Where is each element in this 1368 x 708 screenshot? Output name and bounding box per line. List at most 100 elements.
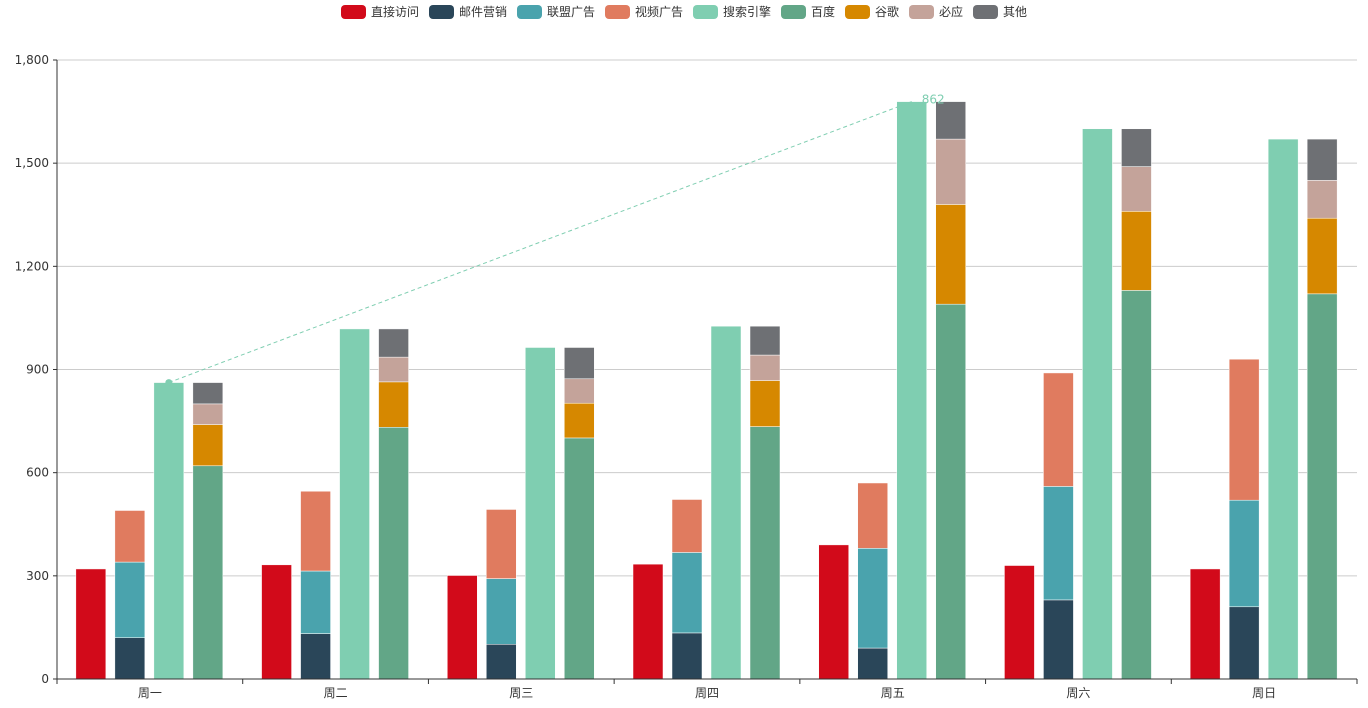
bar-segment (564, 347, 595, 380)
legend-swatch (605, 5, 630, 19)
bar-segment (935, 138, 966, 205)
bar-segment (1121, 166, 1152, 212)
bar-segment (857, 482, 888, 549)
bar-segment (749, 426, 781, 680)
bar-segment (114, 637, 146, 680)
x-tick-label: 周一 (138, 686, 162, 700)
legend-label: 联盟广告 (547, 5, 595, 19)
bar-segment (857, 647, 888, 680)
legend-item: 搜索引擎 (693, 4, 771, 19)
legend-item: 邮件营销 (429, 5, 507, 19)
bar-segment (935, 101, 966, 140)
bar-segment (1189, 568, 1221, 680)
legend-label: 百度 (811, 4, 835, 19)
bar-segment (1082, 128, 1113, 680)
bar-segment (1121, 211, 1152, 291)
x-tick-label: 周四 (695, 686, 719, 700)
legend-swatch (341, 5, 366, 19)
bar-segment (1043, 599, 1074, 680)
bar-segment (192, 465, 224, 680)
legend-item: 必应 (909, 4, 963, 19)
bar-segment (1306, 138, 1338, 181)
y-tick-label: 1,800 (15, 53, 49, 67)
bar-segment (1121, 128, 1152, 167)
bar-segment (192, 382, 224, 405)
bar-segment (1004, 565, 1035, 680)
legend-label: 直接访问 (371, 4, 419, 19)
bar-segment (1267, 138, 1299, 680)
bar-segment (749, 380, 781, 427)
bar-segment (1043, 372, 1074, 487)
legend-swatch (781, 5, 806, 19)
y-tick-label: 900 (26, 363, 49, 377)
legend-label: 谷歌 (875, 4, 899, 19)
mark-line-start-point (165, 379, 173, 387)
bar-segment (671, 632, 703, 680)
legend-label: 视频广告 (635, 4, 683, 19)
bar-segment (896, 101, 927, 680)
bar-segment (935, 303, 966, 680)
y-tick-label: 300 (26, 569, 49, 583)
legend-item: 联盟广告 (517, 5, 595, 19)
bar-segment (192, 424, 224, 467)
x-tick-label: 周日 (1252, 686, 1276, 700)
bar-segment (300, 570, 331, 634)
legend-label: 邮件营销 (459, 5, 507, 19)
legend-item: 谷歌 (845, 4, 899, 19)
bar-segment (671, 552, 703, 634)
legend-label: 其他 (1003, 5, 1027, 19)
bar-segment (525, 347, 556, 680)
bar-segment (1043, 486, 1074, 601)
bar-segment (486, 578, 517, 645)
legend-swatch (693, 5, 718, 19)
x-tick-label: 周六 (1066, 686, 1090, 700)
bar-segment (710, 325, 742, 680)
bar-segment (378, 381, 409, 428)
bar-segment (378, 356, 409, 383)
bar-segment (1306, 180, 1338, 219)
legend-item: 其他 (973, 5, 1027, 19)
bar-segment (192, 403, 224, 425)
bar-segment (564, 437, 595, 680)
bar-segment (671, 499, 703, 553)
y-tick-label: 1,200 (15, 259, 49, 273)
legend: 直接访问 邮件营销 联盟广告 视频广告 搜索引擎 百度 谷歌 必应 其他 (341, 4, 1027, 19)
legend-swatch (909, 5, 934, 19)
bar-segment (153, 382, 185, 680)
mark-line-path (168, 101, 912, 384)
legend-item: 视频广告 (605, 4, 683, 19)
x-tick-label: 周五 (881, 686, 905, 700)
axes: 0 300 600 900 1,200 1,500 1,800 周一 周二 周三 周四 周五 周六 周日 (15, 53, 1358, 700)
bar-segment (378, 328, 409, 358)
bar-segment (114, 561, 146, 638)
bar-segment (339, 328, 370, 680)
bar-segment (261, 564, 292, 680)
bar-segment (486, 644, 517, 680)
y-tick-label: 1,500 (15, 156, 49, 170)
bar-segment (1228, 499, 1260, 608)
x-tick-label: 周三 (509, 686, 533, 700)
mark-line-label: 862 (922, 93, 945, 107)
y-tick-label: 600 (26, 466, 49, 480)
bar-segment (564, 402, 595, 439)
bar-segment (75, 568, 107, 680)
legend-label: 必应 (939, 4, 963, 19)
grid-lines (57, 59, 1357, 577)
x-tick-label: 周二 (324, 686, 348, 700)
bar-segment (749, 354, 781, 381)
bar-segment (1121, 290, 1152, 680)
mark-line: 862 (165, 93, 945, 387)
bar-segment (1306, 293, 1338, 680)
bars (75, 101, 1338, 680)
legend-label: 搜索引擎 (723, 4, 771, 19)
bar-segment (564, 378, 595, 404)
legend-swatch (517, 5, 542, 19)
bar-segment (1228, 606, 1260, 680)
bar-segment (114, 510, 146, 563)
legend-swatch (845, 5, 870, 19)
bar-segment (1228, 358, 1260, 501)
bar-segment (632, 563, 664, 680)
legend-swatch (973, 5, 998, 19)
legend-swatch (429, 5, 454, 19)
